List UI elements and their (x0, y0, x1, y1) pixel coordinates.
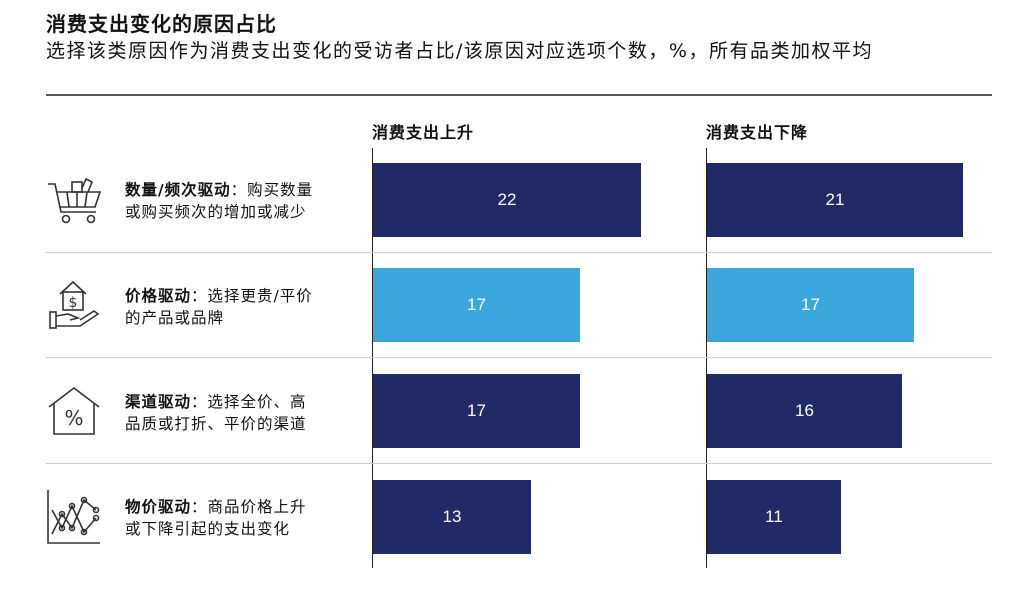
row-label-quantity: 数量/频次驱动：购买数量 或购买频次的增加或减少 (125, 179, 355, 223)
row-label-inflation: 物价驱动：商品价格上升 或下降引起的支出变化 (125, 496, 355, 540)
bar-value-label: 16 (795, 401, 814, 420)
header-divider (46, 94, 992, 96)
bar-decrease-0: 21 (707, 163, 963, 237)
row-label-desc: ：选择全价、高 (191, 393, 307, 411)
house-percent-icon: % (48, 386, 100, 435)
bar-value-label: 21 (825, 190, 845, 209)
row-label-desc: ：购买数量 (230, 181, 314, 199)
bar-increase-0: 22 (373, 163, 641, 237)
row-separator (46, 252, 992, 253)
bar-value-label: 17 (467, 401, 486, 420)
svg-text:%: % (64, 406, 83, 430)
bar-value-label: 22 (497, 190, 517, 209)
bar-increase-3: 13 (373, 480, 531, 554)
row-label-desc: ：选择更贵/平价 (191, 287, 313, 305)
row-separator (46, 357, 992, 358)
bar-value-label: 17 (467, 295, 486, 314)
shopping-cart-icon (48, 177, 102, 224)
axis-increase (372, 148, 373, 568)
column-header-increase: 消费支出上升 (372, 123, 475, 142)
price-trend-icon (47, 490, 100, 544)
row-label-channel: 渠道驱动：选择全价、高 品质或打折、平价的渠道 (125, 391, 355, 435)
bar-decrease-3: 11 (707, 480, 841, 554)
row-label-title: 物价驱动 (125, 498, 192, 516)
column-header-decrease: 消费支出下降 (706, 123, 809, 142)
bar-value-label: 11 (765, 507, 783, 526)
row-label-title: 数量/频次驱动 (125, 181, 231, 199)
svg-text:$: $ (69, 295, 78, 311)
axis-decrease (706, 148, 707, 568)
row-label-desc: 品质或打折、平价的渠道 (125, 415, 307, 433)
row-label-desc: 或下降引起的支出变化 (125, 520, 291, 538)
bar-value-label: 17 (801, 295, 820, 314)
row-label-desc: ：商品价格上升 (191, 498, 307, 516)
row-label-title: 渠道驱动 (125, 393, 192, 411)
bar-increase-2: 17 (373, 374, 580, 448)
row-label-price: 价格驱动：选择更贵/平价 的产品或品牌 (125, 285, 355, 329)
bar-value-label: 13 (442, 507, 462, 526)
row-separator (46, 463, 992, 464)
bar-decrease-2: 16 (707, 374, 902, 448)
bar-increase-1: 17 (373, 268, 580, 342)
row-label-desc: 或购买频次的增加或减少 (125, 203, 307, 221)
row-label-desc: 的产品或品牌 (125, 309, 225, 327)
bar-decrease-1: 17 (707, 268, 914, 342)
hand-house-dollar-icon: $ (49, 280, 100, 329)
chart-title: 消费支出变化的原因占比 (46, 12, 277, 36)
row-label-title: 价格驱动 (125, 287, 192, 305)
chart-subtitle: 选择该类原因作为消费支出变化的受访者占比/该原因对应选项个数，%，所有品类加权平… (46, 40, 873, 62)
